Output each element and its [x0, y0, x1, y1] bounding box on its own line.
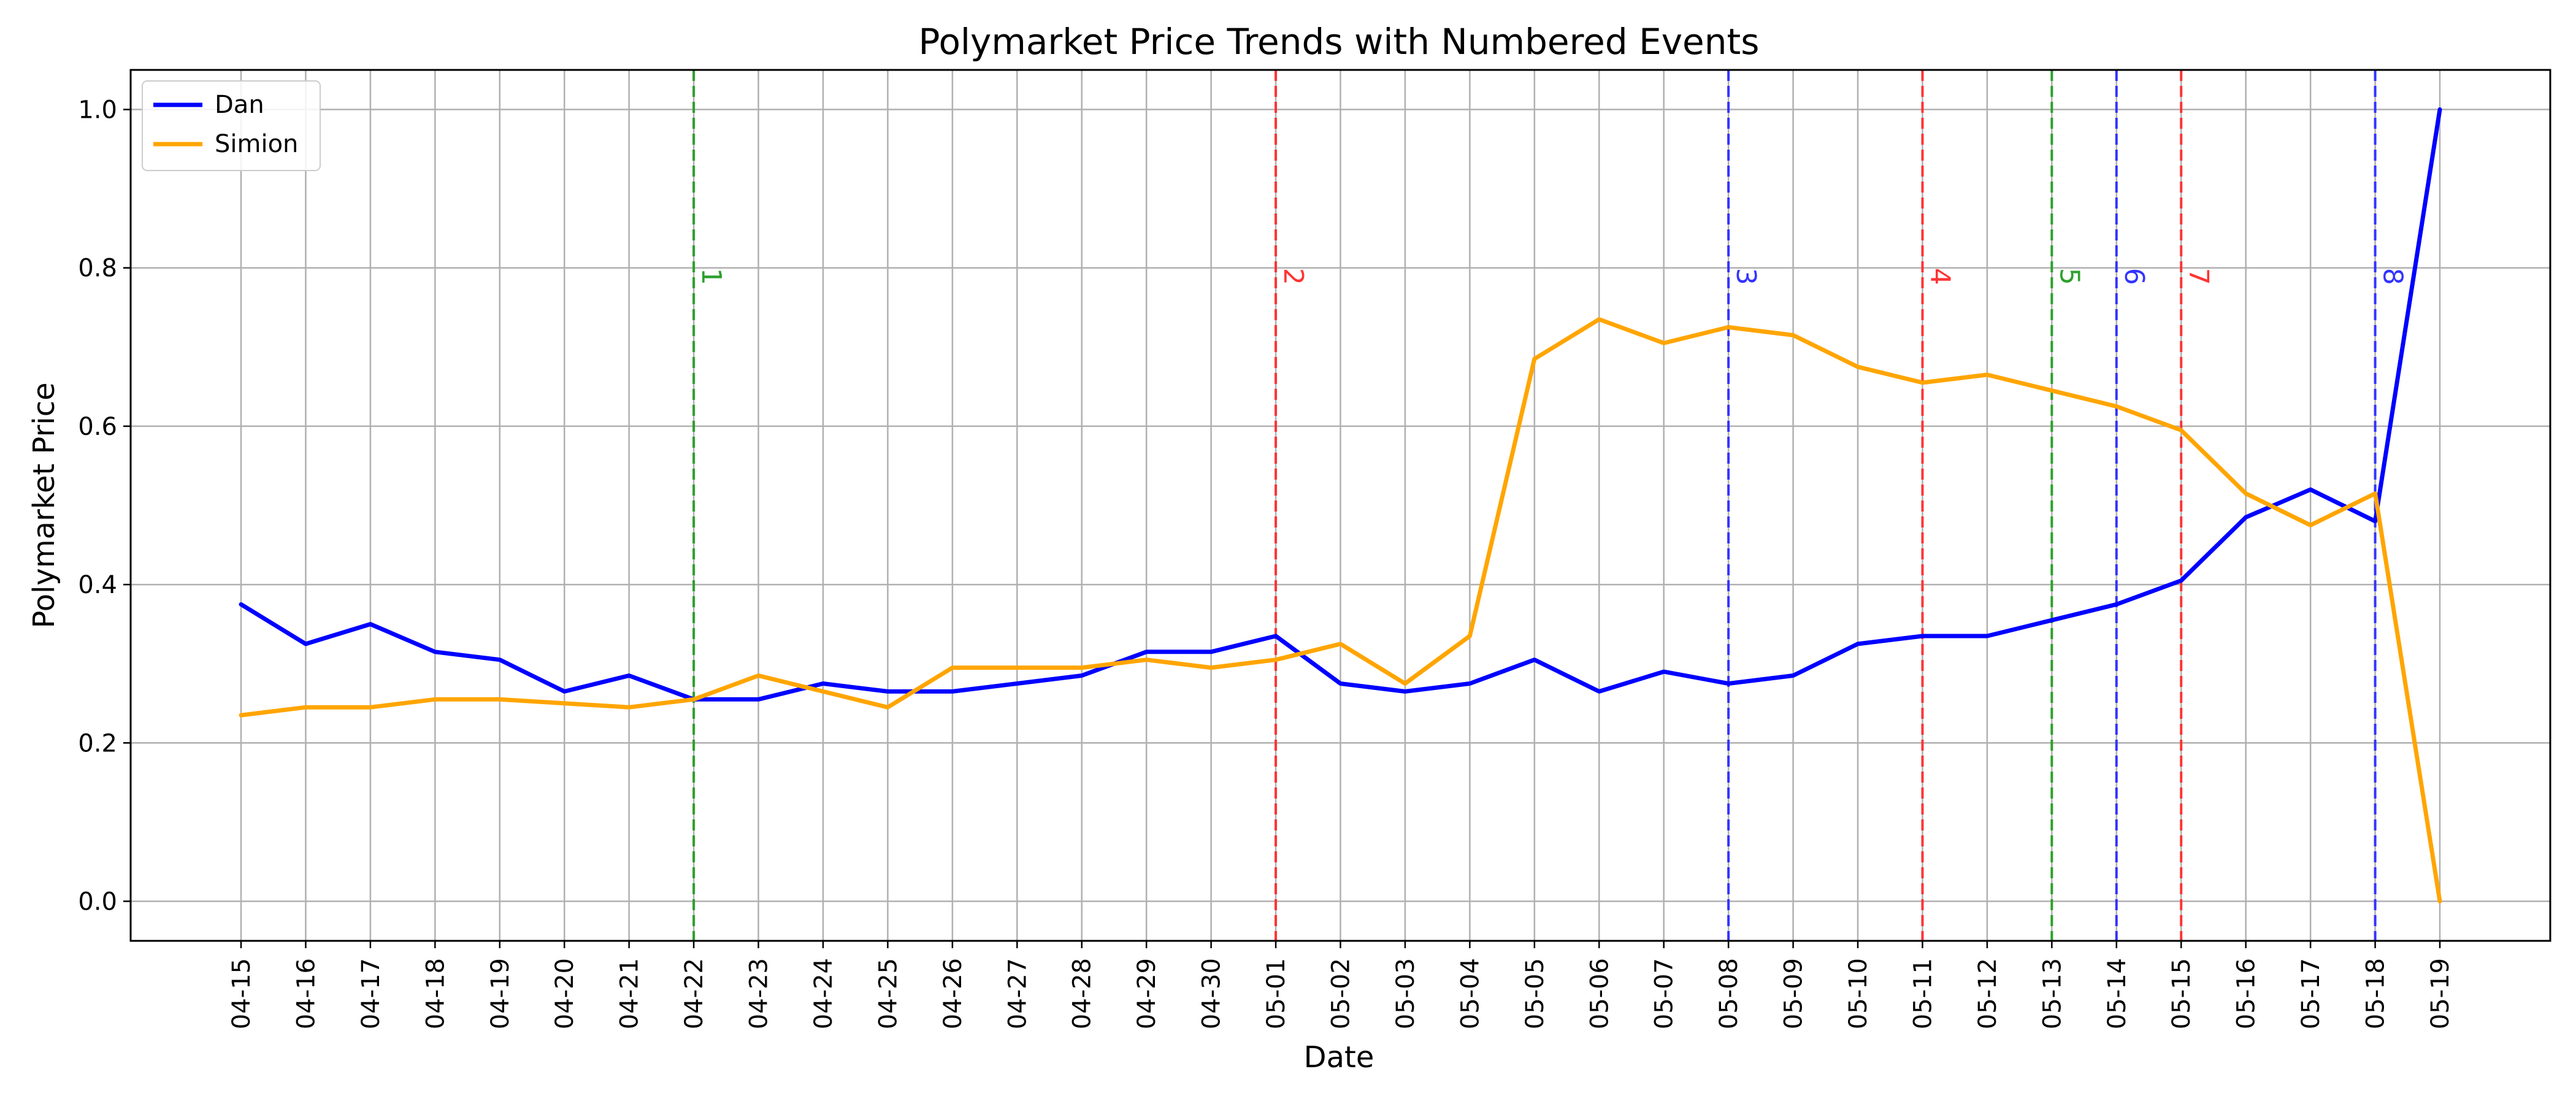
- event-label-6: 6: [2118, 268, 2150, 285]
- y-tick-label: 1.0: [78, 96, 117, 125]
- x-axis: 04-15 04-16 04-17 04-18 04-19 04-20 04-21 04-22…: [228, 941, 2455, 1029]
- x-tick-label: 04-27: [1003, 958, 1032, 1029]
- x-tick-label: 05-07: [1650, 958, 1679, 1029]
- x-tick-label: 05-04: [1456, 958, 1484, 1029]
- x-tick-label: 05-03: [1392, 958, 1420, 1029]
- event-label-1: 1: [696, 268, 727, 285]
- x-tick-label: 04-24: [810, 958, 838, 1029]
- x-tick-label: 04-21: [616, 958, 644, 1029]
- series-line-dan: [239, 107, 2442, 702]
- x-tick-label: 05-11: [1909, 958, 1937, 1029]
- chart-title: Polymarket Price Trends with Numbered Ev…: [919, 21, 1760, 63]
- x-tick-label: 05-18: [2362, 958, 2390, 1029]
- x-tick-label: 04-29: [1133, 958, 1161, 1029]
- legend-label-simion: Simion: [215, 130, 298, 158]
- event-markers: 1 2 3 4 5 6 7 8: [692, 70, 2409, 941]
- event-label-3: 3: [1730, 268, 1761, 285]
- x-tick-label: 05-02: [1327, 958, 1355, 1029]
- x-tick-label: 04-26: [939, 958, 967, 1029]
- x-tick-label: 05-08: [1715, 958, 1743, 1029]
- x-tick-label: 04-19: [486, 958, 515, 1029]
- x-tick-label: 05-01: [1262, 958, 1290, 1029]
- y-tick-label: 0.2: [78, 729, 117, 757]
- x-tick-label: 04-17: [357, 958, 385, 1029]
- y-axis-label: Polymarket Price: [27, 382, 61, 628]
- x-tick-label: 04-30: [1198, 958, 1226, 1029]
- x-tick-label: 04-18: [421, 958, 450, 1029]
- x-tick-label: 04-15: [228, 958, 256, 1029]
- event-label-2: 2: [1278, 268, 1309, 285]
- x-tick-label: 05-13: [2038, 958, 2066, 1029]
- event-label-4: 4: [1924, 268, 1955, 285]
- x-tick-label: 05-19: [2426, 958, 2455, 1029]
- x-tick-label: 04-28: [1068, 958, 1097, 1029]
- x-tick-label: 04-22: [680, 958, 708, 1029]
- x-tick-label: 05-14: [2103, 958, 2131, 1029]
- event-label-5: 5: [2053, 268, 2085, 285]
- y-axis: 0.0 0.2 0.4 0.6 0.8 1.0: [78, 96, 131, 916]
- x-tick-label: 04-16: [292, 958, 320, 1029]
- x-tick-label: 04-23: [745, 958, 773, 1029]
- x-tick-label: 05-10: [1844, 958, 1873, 1029]
- y-tick-label: 0.4: [78, 571, 117, 599]
- x-tick-label: 05-09: [1780, 958, 1808, 1029]
- x-tick-label: 05-06: [1585, 958, 1614, 1029]
- event-label-8: 8: [2377, 268, 2409, 285]
- x-tick-label: 04-25: [874, 958, 902, 1029]
- x-tick-label: 04-20: [551, 958, 579, 1029]
- x-tick-label: 05-05: [1521, 958, 1549, 1029]
- x-axis-label: Date: [1304, 1040, 1374, 1075]
- x-tick-label: 05-12: [1974, 958, 2002, 1029]
- y-tick-label: 0.8: [78, 255, 117, 283]
- x-tick-label: 05-15: [2168, 958, 2196, 1029]
- series-line-simion: [239, 317, 2442, 903]
- event-label-7: 7: [2183, 268, 2214, 285]
- x-tick-label: 05-16: [2233, 958, 2261, 1029]
- grid: [131, 70, 2550, 941]
- legend: Dan Simion: [142, 80, 321, 171]
- legend-label-dan: Dan: [215, 91, 264, 119]
- series-lines: [239, 107, 2442, 903]
- y-tick-label: 0.0: [78, 887, 117, 916]
- x-tick-label: 05-17: [2297, 958, 2325, 1029]
- y-tick-label: 0.6: [78, 413, 117, 441]
